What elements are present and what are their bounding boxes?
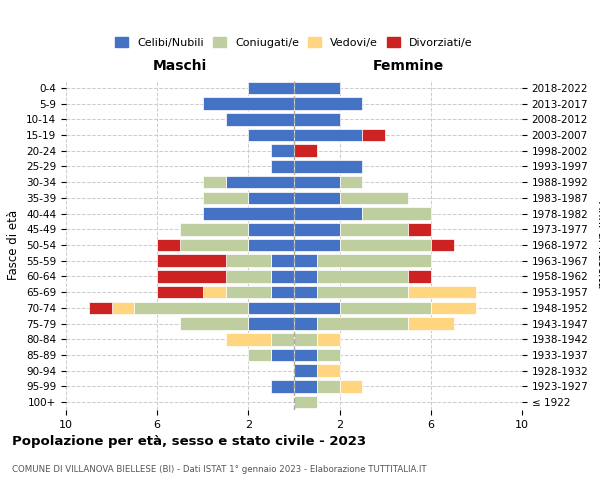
Text: Femmine: Femmine	[373, 60, 443, 74]
Text: Popolazione per età, sesso e stato civile - 2023: Popolazione per età, sesso e stato civil…	[12, 435, 366, 448]
Bar	[294, 223, 340, 235]
Bar	[431, 238, 454, 252]
Bar	[294, 113, 340, 126]
Bar	[294, 160, 362, 172]
Bar	[294, 192, 340, 204]
Bar	[89, 302, 112, 314]
Bar	[226, 254, 271, 267]
Bar	[294, 396, 317, 408]
Text: COMUNE DI VILLANOVA BIELLESE (BI) - Dati ISTAT 1° gennaio 2023 - Elaborazione TU: COMUNE DI VILLANOVA BIELLESE (BI) - Dati…	[12, 465, 427, 474]
Bar	[248, 223, 294, 235]
Bar	[157, 286, 203, 298]
Bar	[248, 348, 271, 362]
Bar	[408, 223, 431, 235]
Bar	[294, 82, 340, 94]
Bar	[271, 144, 294, 157]
Bar	[226, 270, 271, 282]
Bar	[271, 380, 294, 392]
Bar	[203, 176, 226, 188]
Bar	[294, 238, 340, 252]
Bar	[203, 286, 226, 298]
Bar	[294, 128, 362, 141]
Bar	[248, 192, 294, 204]
Bar	[317, 380, 340, 392]
Bar	[226, 113, 294, 126]
Bar	[294, 333, 317, 345]
Bar	[203, 208, 294, 220]
Y-axis label: Fasce di età: Fasce di età	[7, 210, 20, 280]
Bar	[203, 98, 294, 110]
Bar	[271, 270, 294, 282]
Bar	[317, 333, 340, 345]
Text: Maschi: Maschi	[153, 60, 207, 74]
Bar	[340, 302, 431, 314]
Bar	[294, 144, 317, 157]
Bar	[317, 364, 340, 377]
Bar	[203, 192, 248, 204]
Bar	[180, 318, 248, 330]
Bar	[294, 270, 317, 282]
Bar	[294, 302, 340, 314]
Bar	[294, 286, 317, 298]
Bar	[362, 208, 431, 220]
Bar	[248, 128, 294, 141]
Bar	[134, 302, 248, 314]
Bar	[248, 318, 294, 330]
Bar	[340, 380, 362, 392]
Bar	[248, 82, 294, 94]
Bar	[317, 254, 431, 267]
Bar	[271, 160, 294, 172]
Y-axis label: Anni di nascita: Anni di nascita	[595, 202, 600, 288]
Bar	[180, 223, 248, 235]
Bar	[157, 238, 180, 252]
Bar	[294, 254, 317, 267]
Bar	[226, 176, 294, 188]
Bar	[157, 270, 226, 282]
Bar	[317, 270, 408, 282]
Bar	[294, 364, 317, 377]
Bar	[294, 380, 317, 392]
Bar	[248, 302, 294, 314]
Bar	[294, 348, 317, 362]
Bar	[271, 286, 294, 298]
Bar	[294, 318, 317, 330]
Bar	[340, 176, 362, 188]
Bar	[271, 254, 294, 267]
Bar	[408, 318, 454, 330]
Bar	[340, 223, 408, 235]
Bar	[317, 348, 340, 362]
Bar	[226, 286, 271, 298]
Bar	[431, 302, 476, 314]
Bar	[248, 238, 294, 252]
Bar	[271, 333, 294, 345]
Bar	[408, 286, 476, 298]
Bar	[294, 208, 362, 220]
Bar	[340, 192, 408, 204]
Bar	[112, 302, 134, 314]
Bar	[294, 176, 340, 188]
Bar	[157, 254, 226, 267]
Bar	[362, 128, 385, 141]
Bar	[408, 270, 431, 282]
Bar	[226, 333, 271, 345]
Bar	[317, 318, 408, 330]
Bar	[180, 238, 248, 252]
Legend: Celibi/Nubili, Coniugati/e, Vedovi/e, Divorziati/e: Celibi/Nubili, Coniugati/e, Vedovi/e, Di…	[111, 33, 477, 52]
Bar	[271, 348, 294, 362]
Bar	[317, 286, 408, 298]
Bar	[340, 238, 431, 252]
Bar	[294, 98, 362, 110]
